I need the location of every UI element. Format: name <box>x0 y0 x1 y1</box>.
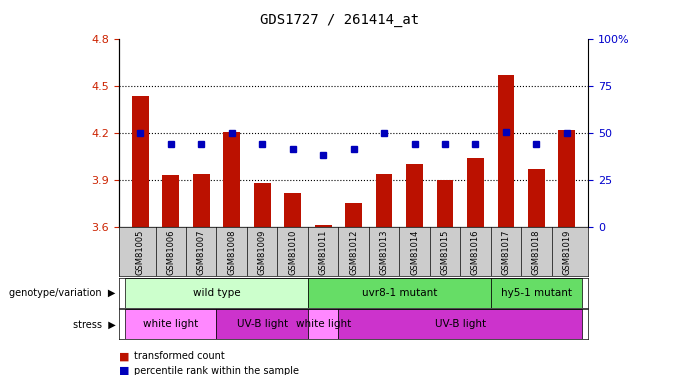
Text: stress  ▶: stress ▶ <box>73 320 116 329</box>
Text: GSM81009: GSM81009 <box>258 230 267 275</box>
Text: GSM81011: GSM81011 <box>319 230 328 275</box>
Text: uvr8-1 mutant: uvr8-1 mutant <box>362 288 437 297</box>
Bar <box>308 309 339 339</box>
Bar <box>437 180 454 227</box>
Text: white light: white light <box>296 320 351 329</box>
Bar <box>339 309 582 339</box>
Bar <box>528 169 545 227</box>
Text: hy5-1 mutant: hy5-1 mutant <box>501 288 572 297</box>
Bar <box>223 132 240 227</box>
Text: GSM81015: GSM81015 <box>441 230 449 275</box>
Text: GSM81018: GSM81018 <box>532 230 541 275</box>
Text: white light: white light <box>143 320 199 329</box>
Bar <box>125 278 308 308</box>
Bar <box>558 130 575 227</box>
Bar <box>193 174 209 227</box>
Bar <box>375 174 392 227</box>
Bar <box>406 164 423 227</box>
Text: GSM81007: GSM81007 <box>197 230 206 275</box>
Text: GSM81012: GSM81012 <box>349 230 358 275</box>
Text: UV-B light: UV-B light <box>435 320 486 329</box>
Bar <box>345 203 362 227</box>
Bar <box>467 158 484 227</box>
Bar <box>315 225 332 227</box>
Text: genotype/variation  ▶: genotype/variation ▶ <box>10 288 116 297</box>
Text: ■: ■ <box>119 351 129 361</box>
Text: transformed count: transformed count <box>134 351 224 361</box>
Bar <box>125 309 216 339</box>
Bar <box>254 183 271 227</box>
Text: wild type: wild type <box>192 288 240 297</box>
Text: UV-B light: UV-B light <box>237 320 288 329</box>
Text: GSM81005: GSM81005 <box>136 230 145 275</box>
Text: percentile rank within the sample: percentile rank within the sample <box>134 366 299 375</box>
Text: GSM81019: GSM81019 <box>562 230 571 275</box>
Text: GSM81006: GSM81006 <box>167 230 175 275</box>
Bar <box>284 192 301 227</box>
Text: GDS1727 / 261414_at: GDS1727 / 261414_at <box>260 13 420 27</box>
Text: GSM81016: GSM81016 <box>471 230 480 275</box>
Bar <box>163 175 179 227</box>
Text: GSM81008: GSM81008 <box>227 230 236 275</box>
Bar <box>308 278 491 308</box>
Text: GSM81010: GSM81010 <box>288 230 297 275</box>
Text: GSM81013: GSM81013 <box>379 230 388 275</box>
Bar <box>491 278 582 308</box>
Bar <box>132 96 149 227</box>
Bar <box>216 309 308 339</box>
Text: ■: ■ <box>119 366 129 375</box>
Bar <box>498 75 514 227</box>
Text: GSM81014: GSM81014 <box>410 230 419 275</box>
Text: GSM81017: GSM81017 <box>501 230 511 275</box>
